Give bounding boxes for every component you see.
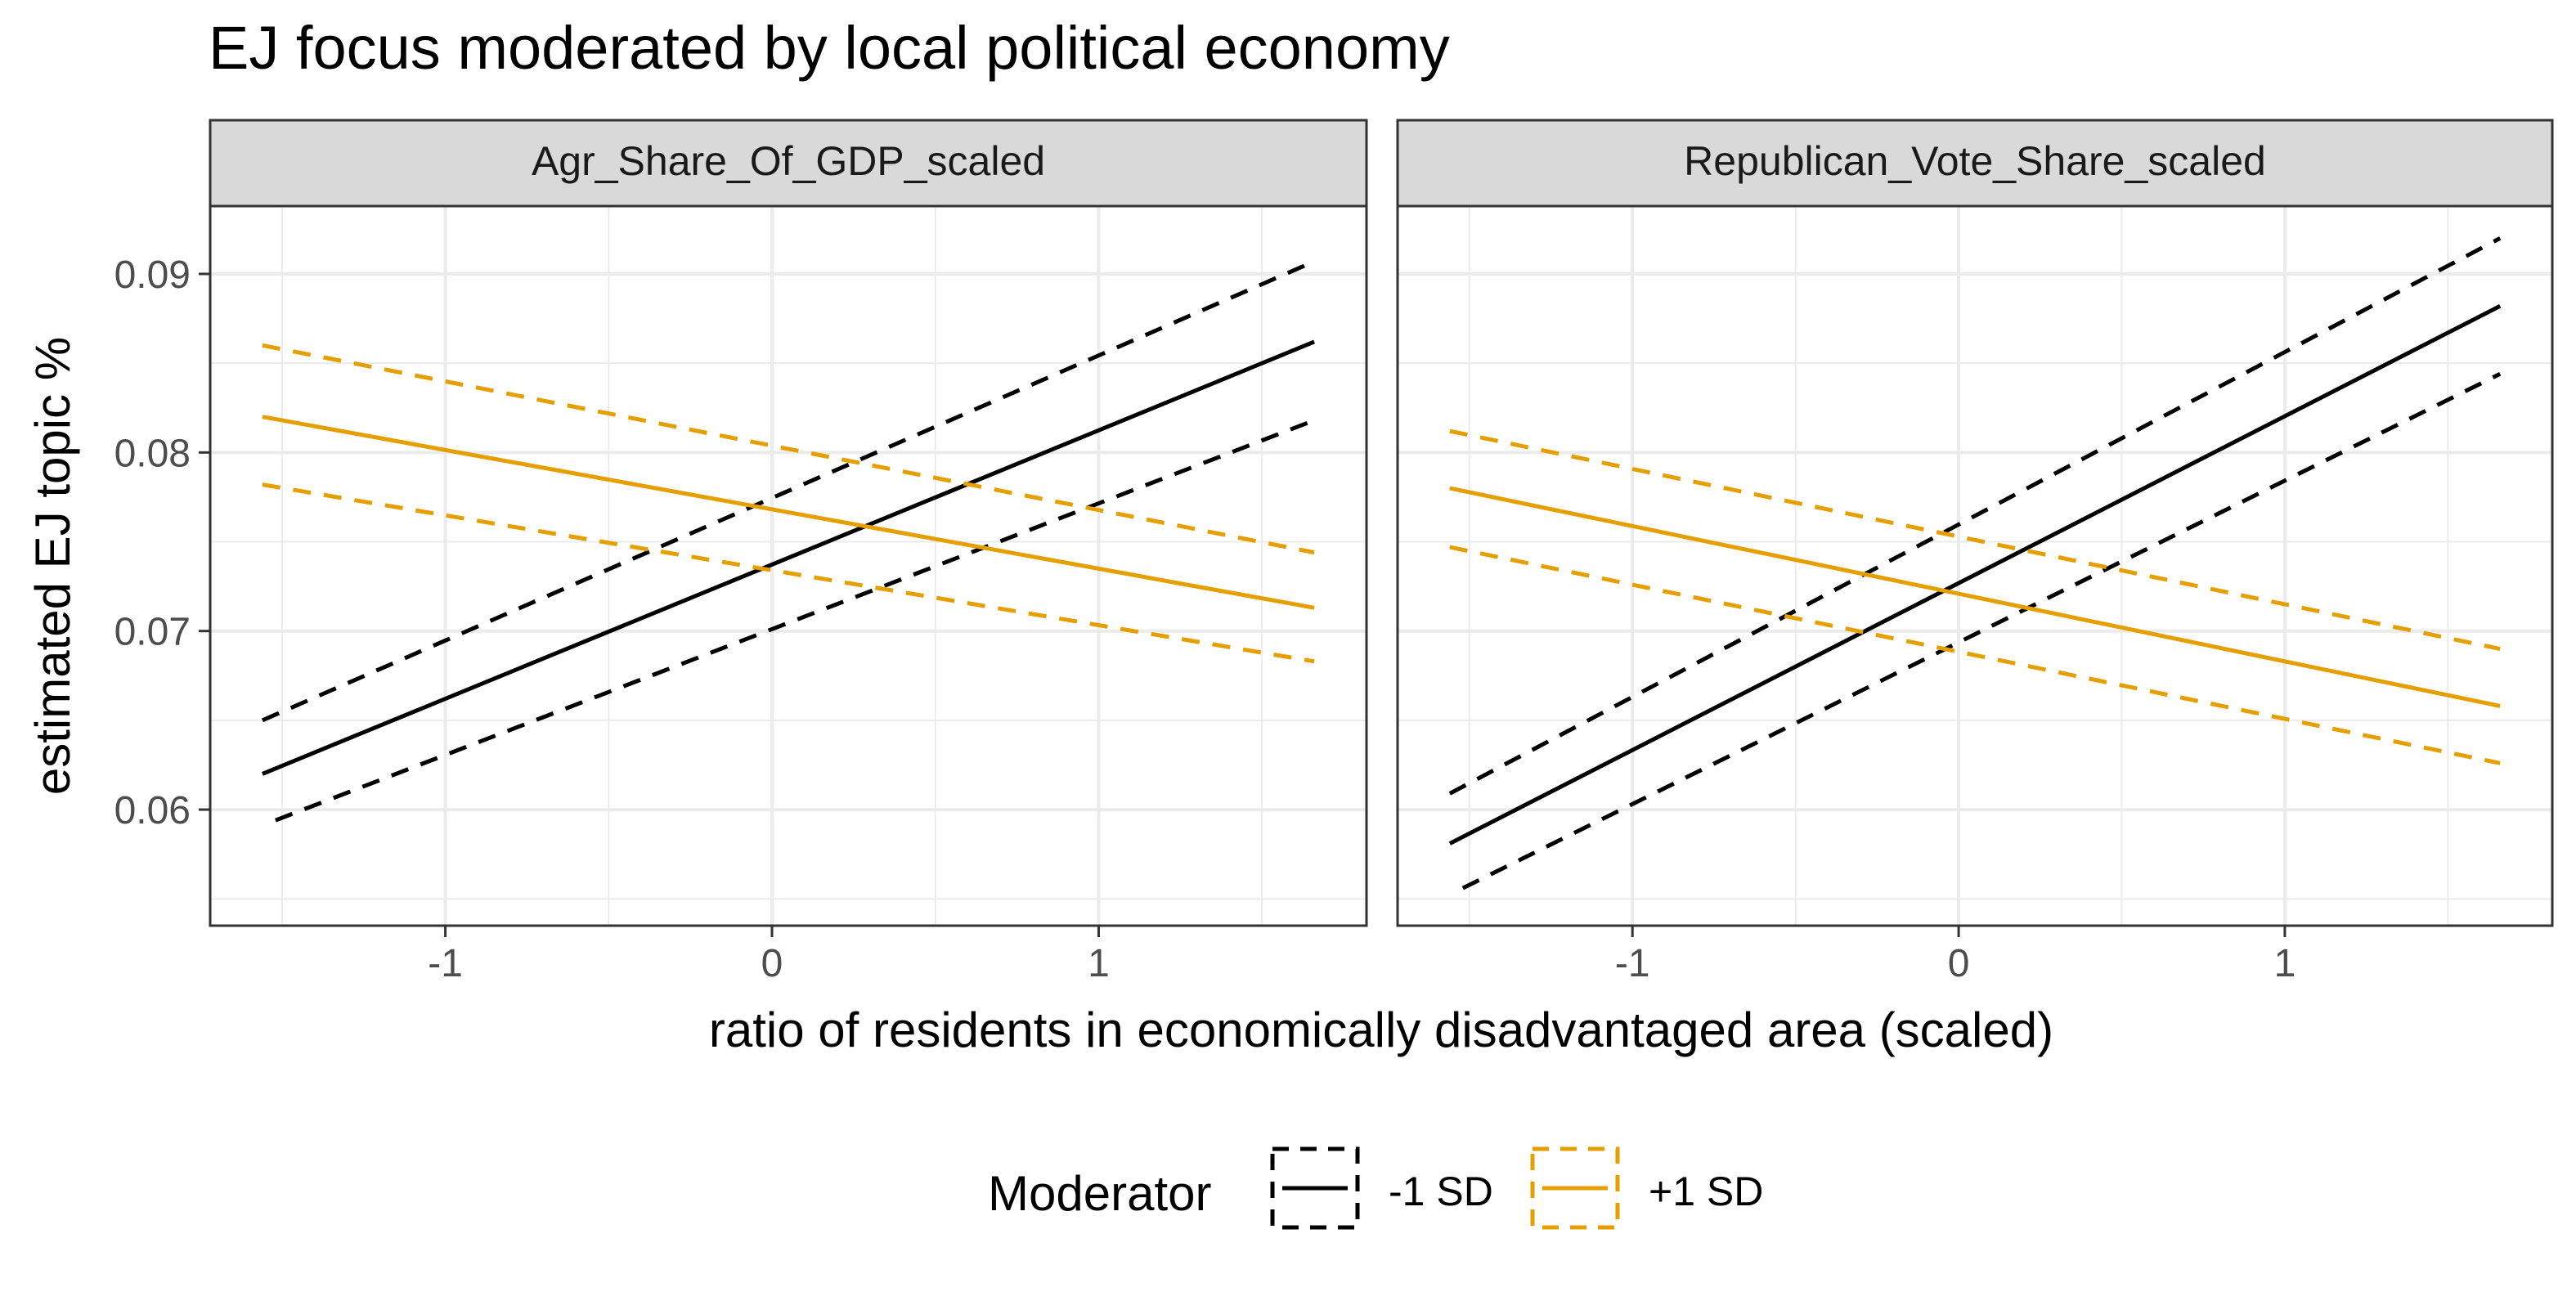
plot-background	[1398, 206, 2552, 926]
y-tick-label: 0.08	[114, 432, 191, 475]
series-minus-1sd-ci-upper-line	[1448, 236, 2502, 796]
legend-key-box	[1270, 1146, 1360, 1230]
legend-title: Moderator	[988, 1166, 1211, 1221]
y-axis-ticks: 0.06 0.07 0.08 0.09	[114, 253, 210, 832]
plot-background	[210, 206, 1367, 926]
series-minus-1sd-ci-lower-line	[1461, 372, 2502, 890]
panel-border	[209, 204, 1368, 927]
legend-key-box	[1530, 1146, 1620, 1230]
series-minus-1sd-ci-upper-line	[261, 259, 1316, 723]
legend-label-plus-1-sd: +1 SD	[1649, 1169, 1763, 1214]
series-layer	[261, 259, 1316, 823]
series-plusminus-1sd-ci-upper-line	[1449, 428, 2501, 651]
strip-label: Republican_Vote_Share_scaled	[1684, 138, 2266, 184]
y-tick-label: 0.06	[114, 789, 191, 832]
grid	[210, 206, 1367, 926]
y-axis-label: estimated EJ topic %	[25, 337, 80, 795]
series-minus-1sd-estimate-line	[261, 339, 1316, 776]
x-tick-label: 1	[1088, 942, 1110, 985]
legend-key-minus-1-sd	[1270, 1146, 1360, 1230]
panel-agr-share: Agr_Share_Of_GDP_scaled -1 0 1 0.060.070.0…	[114, 119, 1368, 985]
series-plusminus-1sd-ci-lower-line	[1449, 545, 2501, 765]
x-axis-ticks: -1 0 1	[1615, 926, 2296, 985]
series-minus-1sd-estimate-line	[1448, 304, 2502, 846]
y-tick-label: 0.07	[114, 611, 191, 654]
x-tick-label: -1	[428, 942, 463, 985]
x-tick-label: 0	[761, 942, 783, 985]
legend-key-plus-1-sd	[1530, 1146, 1620, 1230]
x-tick-label: 0	[1948, 942, 1970, 985]
series-plusminus-1sd-estimate-line	[1449, 486, 2501, 708]
strip-label: Agr_Share_Of_GDP_scaled	[532, 138, 1045, 184]
x-tick-label: 1	[2274, 942, 2296, 985]
x-axis-ticks: -1 0 1	[428, 926, 1110, 985]
panel-border	[1396, 204, 2554, 927]
series-plusminus-1sd-ci-upper-line	[262, 343, 1315, 555]
series-plusminus-1sd-estimate-line	[262, 415, 1315, 610]
x-axis-label: ratio of residents in economically disad…	[709, 1003, 2053, 1057]
strip-background	[1396, 119, 2554, 208]
chart-title: EJ focus moderated by local political ec…	[209, 14, 1450, 82]
panel-republican-vote: Republican_Vote_Share_scaled -1 0 1	[1396, 119, 2554, 985]
series-layer	[1448, 236, 2502, 890]
x-tick-label: -1	[1615, 942, 1650, 985]
legend: Moderator -1 SD +1 SD	[988, 1146, 1763, 1230]
series-plusminus-1sd-ci-lower-line	[262, 482, 1315, 664]
legend-label-minus-1-sd: -1 SD	[1389, 1169, 1493, 1214]
strip-background	[209, 119, 1368, 208]
y-tick-label: 0.09	[114, 253, 191, 297]
